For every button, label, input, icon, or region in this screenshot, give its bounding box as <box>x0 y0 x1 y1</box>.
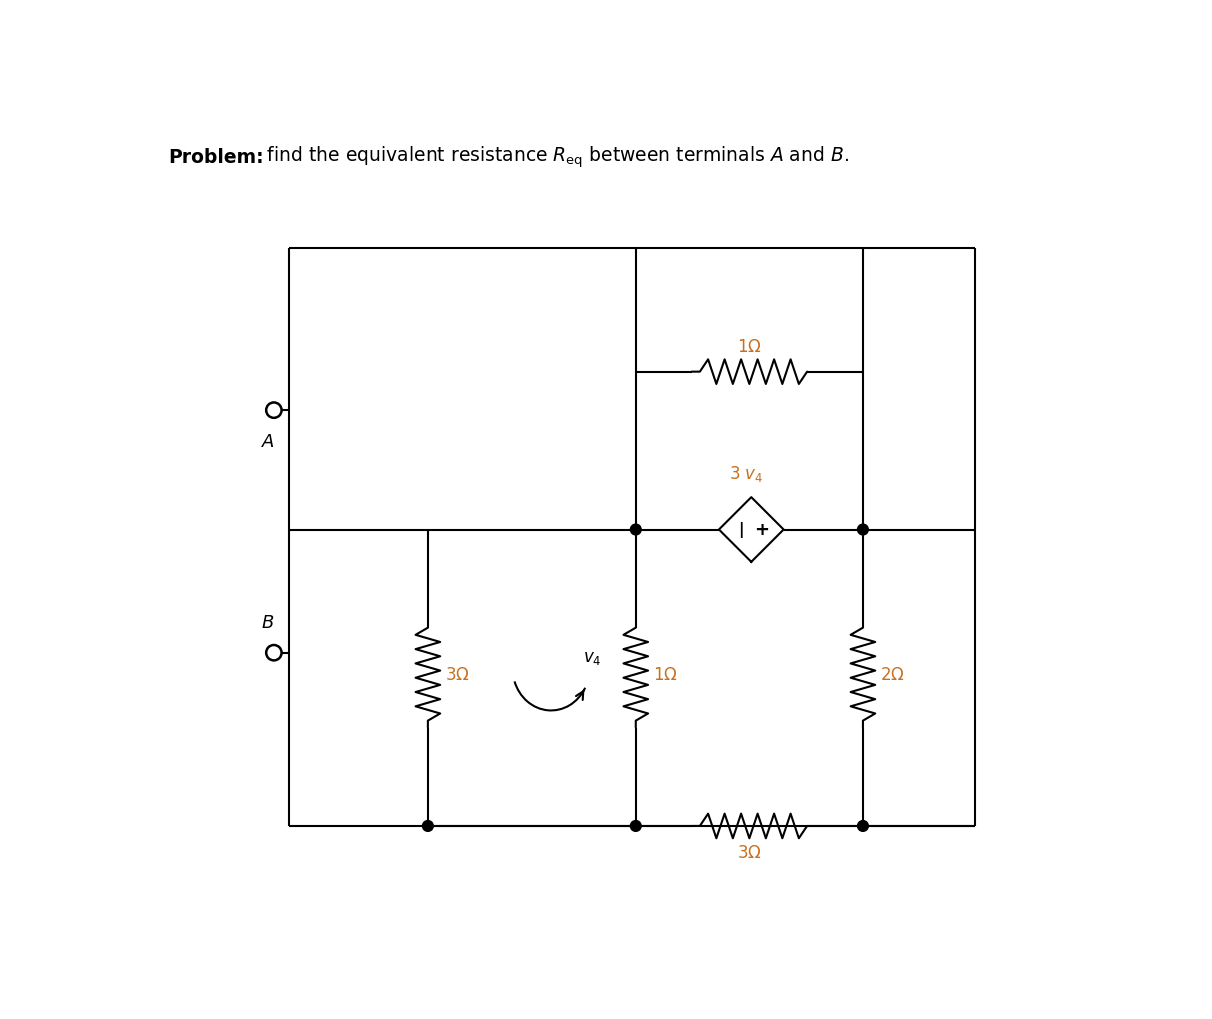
Text: |: | <box>738 522 744 538</box>
Text: $v_4$: $v_4$ <box>583 648 602 665</box>
Text: $3\Omega$: $3\Omega$ <box>737 843 761 861</box>
Text: $1\Omega$: $1\Omega$ <box>653 665 678 683</box>
Text: find the equivalent resistance $R_\mathrm{eq}$ between terminals $A$ and $B$.: find the equivalent resistance $R_\mathr… <box>261 144 848 169</box>
Text: $A$: $A$ <box>261 432 275 450</box>
Circle shape <box>858 525 868 535</box>
Text: +: + <box>754 521 768 539</box>
Text: $B$: $B$ <box>261 613 274 632</box>
Text: $3\Omega$: $3\Omega$ <box>445 665 469 683</box>
Text: $1\Omega$: $1\Omega$ <box>737 337 761 356</box>
Text: $3\ v_4$: $3\ v_4$ <box>730 464 764 484</box>
Circle shape <box>858 820 868 832</box>
Circle shape <box>630 820 641 832</box>
Text: $2\Omega$: $2\Omega$ <box>880 665 904 683</box>
Circle shape <box>423 820 433 832</box>
Circle shape <box>630 525 641 535</box>
Text: Problem:: Problem: <box>168 148 264 166</box>
